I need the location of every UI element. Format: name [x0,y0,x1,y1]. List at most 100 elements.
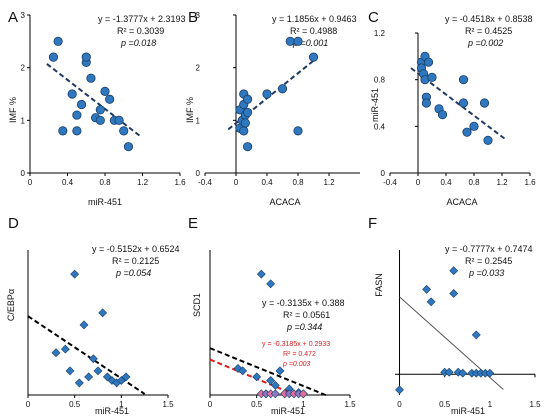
panel-f-p: p =0.033 [468,268,504,278]
panel-e-data-point [238,366,248,376]
panel-b-data-point [293,36,303,46]
panel-a-data-point [67,89,77,99]
panel-letter-d: D [8,215,19,232]
panel-e-x-tick-label: 1 [301,400,306,409]
panel-c-ylabel: miR-451 [370,88,380,122]
panel-a-x-tick-label: 0.8 [99,178,111,187]
panel-d-x-tick-label: 0 [26,400,31,409]
panel-e-trendline [209,347,328,397]
panel-b-x-tick-label: 0.4 [261,178,273,187]
panel-a-data-point [95,115,105,125]
panel-b-data-point [285,36,295,46]
panel-c-y-tick-label: 0 [381,169,386,178]
panel-b-y-tick-label: 1 [196,116,201,125]
panel-d-x-tick-label: 1 [119,400,124,409]
panel-a-data-point [72,110,82,120]
panel-b-x-tick-label: 0.8 [292,178,304,187]
panel-letter-b: B [188,9,198,26]
panel-f-data-point [471,330,481,340]
panel-e-x-tick-label: 0.5 [251,400,263,409]
panel-b-data-point [240,118,250,128]
panel-d-data-point [93,366,103,376]
panel-e-p: p =0.344 [286,322,322,332]
panel-d-data-point [88,354,98,364]
panel-d-r2: R² = 0.2125 [112,256,159,266]
panel-b-data-point [243,107,253,118]
panel-b-x-tick-label: 1.2 [323,178,335,187]
panel-d-x-tick-label: 1.5 [162,400,174,409]
panel-d-data-point [121,372,131,382]
panel-a: A IMF % miR-451 y = -1.3777x + 2.3193 R²… [8,9,186,207]
panel-c-p: p =0.002 [467,38,503,48]
panel-e-equation: y = -0.3135x + 0.388 [262,298,345,308]
panel-c-data-point [479,98,490,108]
panel-c-x-tick-label: 0.4 [440,178,452,187]
panel-c-data-point [437,110,448,120]
panel-e-xlabel: miR-451 [271,406,305,416]
panel-d-data-point [98,308,108,318]
panel-b-data-point [308,52,319,62]
panel-e-data-point [266,279,276,289]
panel-a-data-point [81,52,91,62]
panel-e-r2: R² = 0.0561 [283,310,330,320]
panel-letter-e: E [188,215,198,232]
panel-c-data-point [462,127,472,137]
panel-b-p: p =0.001 [292,38,328,48]
panel-c-y-tick-label: 0.4 [374,122,386,131]
panel-f-x-tick-label: 1.5 [529,400,541,409]
panel-d-ylabel: C/EBPα [6,289,16,321]
panel-f-r2: R² = 0.2545 [465,256,512,266]
panel-d-data-point [60,344,70,354]
panel-d-p: p =0.054 [115,268,151,278]
panel-e-data-point-2 [298,389,308,399]
panel-a-r2: R² = 0.3039 [117,26,164,36]
panel-f-x-tick-label: 0 [397,400,402,409]
panel-a-y-tick-label: 3 [21,11,26,20]
panel-f-x-tick-label: 0.5 [439,400,451,409]
panel-e-data-point [270,380,280,390]
panel-c-x-tick-label: 1.2 [496,178,508,187]
panel-a-data-point [86,73,96,83]
panel-b-equation: y = 1.1856x + 0.9463 [272,14,357,24]
panel-e-data-point [266,376,276,385]
panel-c-x-tick-label: 1.6 [524,178,536,187]
panel-a-data-point [114,115,124,125]
panel-a-x-tick-label: 1.2 [137,178,149,187]
panel-b: B IMF % ACACA y = 1.1856x + 0.9463 R² = … [185,9,360,207]
panel-f-data-point [444,367,454,377]
panel-c-xlabel: ACACA [446,197,477,207]
panel-e-ylabel: SCD1 [192,293,202,317]
panel-a-y-tick-label: 0 [21,169,26,178]
panel-a-data-point [48,52,59,62]
panel-letter-f: F [368,215,377,232]
panel-a-x-tick-label: 0 [28,178,33,187]
panel-f: F FASN miR-451 y = -0.7777x + 0.7474 R² … [368,215,541,416]
panel-c-data-point [469,121,479,131]
panel-f-ylabel: FASN [374,273,384,297]
panel-b-x-tick-label: -0.4 [198,178,212,187]
panel-d-data-point [84,372,94,382]
panel-a-data-point [76,99,87,110]
panel-a-data-point [105,94,115,104]
panel-a-data-point [123,142,134,152]
panel-c-data-point [421,98,431,108]
panel-d-data-point [65,366,75,376]
panel-f-data-point [395,385,404,395]
panel-d-data-point [51,348,61,358]
panel-d-xlabel: miR-451 [95,406,129,416]
panel-e-data-point [275,366,285,376]
panel-c-data-point [458,98,469,108]
panel-c-x-tick-label: 0.8 [468,178,480,187]
panel-f-data-point [449,289,459,298]
panel-b-data-point [243,94,253,104]
panel-e-r2-2: R² = 0.472 [283,351,316,358]
panel-a-p: p =0.018 [120,38,156,48]
panel-a-ylabel: IMF % [8,97,18,123]
panel-letter-c: C [368,9,379,26]
panel-a-data-point [119,126,129,136]
panel-e-data-point [256,269,266,279]
panel-d-x-tick-label: 0.5 [69,400,81,409]
panel-c-x-tick-label: -0.4 [383,178,397,187]
panel-c-data-point [427,72,437,82]
